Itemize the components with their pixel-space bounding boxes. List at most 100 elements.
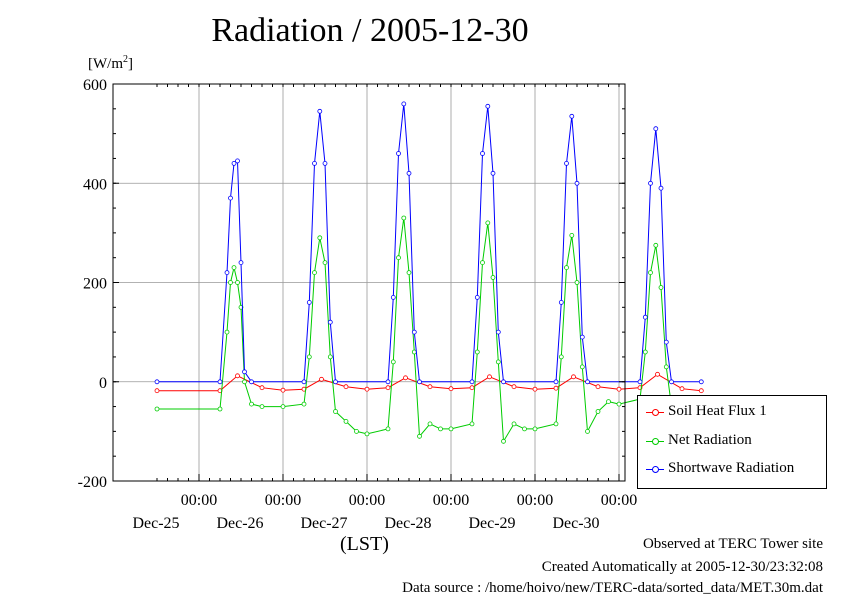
data-point — [327, 354, 333, 360]
x-tick-day: Dec-27 — [300, 515, 347, 532]
y-tick-label: 400 — [83, 176, 107, 193]
data-point — [403, 375, 408, 381]
data-point — [385, 426, 391, 432]
y-unit-superscript: 2 — [123, 54, 128, 65]
legend-symbol-red — [646, 407, 664, 417]
data-point — [648, 270, 653, 276]
data-point — [333, 409, 338, 414]
data-point — [235, 158, 240, 164]
data-point — [317, 235, 323, 241]
data-point — [448, 426, 454, 432]
data-point — [343, 418, 349, 424]
data-point — [532, 386, 538, 392]
data-point — [217, 379, 223, 385]
y-unit-base: [W/m — [88, 56, 123, 72]
data-point — [698, 388, 704, 394]
data-point — [616, 386, 622, 392]
data-point — [485, 220, 491, 226]
data-point — [658, 185, 664, 191]
footer-observed: Observed at TERC Tower site — [642, 536, 823, 552]
data-point — [474, 294, 480, 300]
data-point — [637, 379, 643, 385]
data-point — [154, 406, 160, 412]
data-point — [574, 180, 580, 186]
data-point — [259, 404, 265, 410]
data-point — [490, 170, 496, 176]
data-point — [606, 399, 611, 405]
data-point — [301, 379, 307, 385]
data-point — [154, 388, 160, 394]
data-point — [301, 401, 307, 407]
data-point — [406, 170, 412, 176]
data-point — [231, 160, 237, 166]
data-point — [487, 374, 492, 380]
footer-created: Created Automatically at 2005-12-30/23:3… — [541, 559, 823, 575]
data-point — [616, 401, 622, 407]
data-point — [571, 374, 576, 380]
y-tick-label: 600 — [83, 77, 107, 94]
x-tick-day: Dec-28 — [384, 515, 431, 532]
data-point — [427, 384, 433, 390]
data-point — [280, 404, 286, 410]
data-point — [322, 260, 328, 266]
data-point — [343, 384, 349, 390]
x-tick-time: 00:00 — [601, 492, 637, 509]
data-point — [249, 401, 254, 407]
data-point — [364, 431, 370, 437]
data-point — [224, 329, 230, 335]
data-point — [658, 285, 664, 290]
data-point — [228, 195, 233, 201]
data-point — [354, 428, 359, 434]
data-point — [569, 113, 575, 119]
data-point — [642, 349, 648, 355]
data-point — [238, 260, 244, 266]
data-point — [319, 376, 324, 382]
data-point — [280, 387, 286, 393]
data-point — [480, 151, 485, 156]
data-point — [396, 255, 401, 261]
data-point — [312, 160, 317, 166]
grid-lines — [113, 83, 625, 482]
data-point — [469, 379, 475, 385]
y-tick-label: 0 — [99, 375, 107, 392]
legend-symbol-blue — [646, 464, 664, 474]
legend-label: Shortwave Radiation — [668, 460, 795, 476]
data-point — [469, 421, 475, 427]
data-point — [655, 371, 660, 377]
data-point — [242, 369, 247, 375]
x-tick-day: Dec-26 — [216, 515, 263, 532]
x-tick-time: 00:00 — [265, 492, 301, 509]
data-point — [501, 438, 506, 444]
data-point — [585, 379, 590, 385]
legend-item-net-radiation: Net Radiation — [646, 430, 752, 450]
data-point — [448, 386, 454, 392]
data-point — [401, 101, 407, 107]
data-point — [317, 108, 323, 114]
legend-symbol-green — [646, 436, 664, 446]
legend-label: Net Radiation — [668, 432, 752, 448]
data-point — [312, 270, 317, 276]
data-point — [485, 103, 491, 109]
data-point — [553, 379, 559, 385]
data-point — [564, 265, 569, 271]
data-point — [532, 426, 538, 432]
data-point — [235, 280, 240, 285]
data-point — [495, 329, 501, 335]
x-tick-day: Dec-30 — [552, 515, 599, 532]
data-point — [553, 421, 559, 427]
chart-title: Radiation / 2005-12-30 — [211, 12, 529, 49]
x-tick-time: 00:00 — [517, 492, 553, 509]
footer-data-source: Data source : /home/hoivo/new/TERC-data/… — [402, 580, 823, 596]
data-point — [595, 384, 601, 390]
legend-item-soil-heat-flux: Soil Heat Flux 1 — [646, 401, 767, 421]
x-tick-time: 00:00 — [349, 492, 385, 509]
data-point — [249, 379, 254, 385]
data-point — [322, 160, 328, 166]
data-point — [669, 379, 674, 385]
x-tick-time: 00:00 — [181, 492, 217, 509]
x-tick-time: 00:00 — [433, 492, 469, 509]
data-point — [228, 280, 233, 285]
data-point — [480, 260, 485, 266]
data-point — [217, 406, 223, 412]
data-point — [401, 215, 407, 221]
